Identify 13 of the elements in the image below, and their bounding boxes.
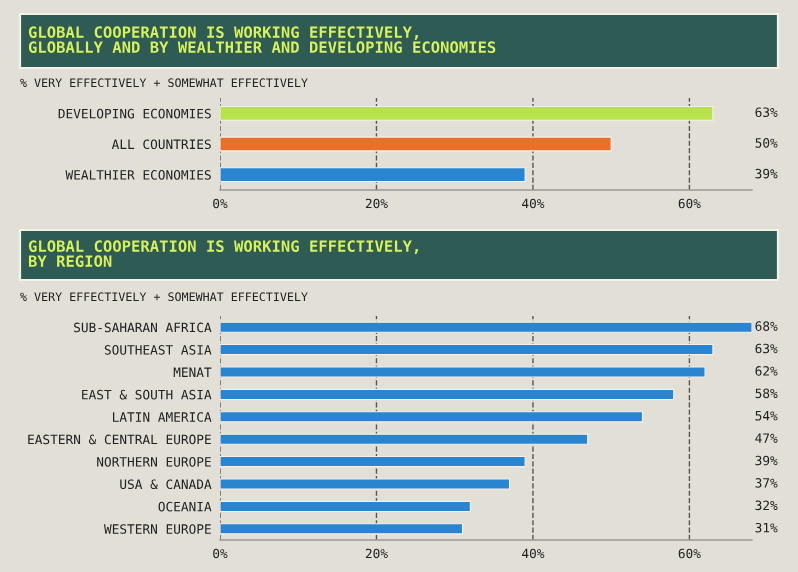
bar	[220, 523, 464, 535]
bar	[220, 167, 526, 183]
bar	[220, 500, 471, 512]
bar	[220, 105, 714, 121]
bar	[220, 344, 714, 356]
bar	[220, 433, 589, 445]
bar	[220, 456, 526, 468]
bar	[220, 321, 752, 333]
bar	[220, 478, 511, 490]
bar	[220, 366, 706, 378]
bar	[220, 136, 612, 152]
bar	[220, 411, 644, 423]
bar	[220, 388, 675, 400]
